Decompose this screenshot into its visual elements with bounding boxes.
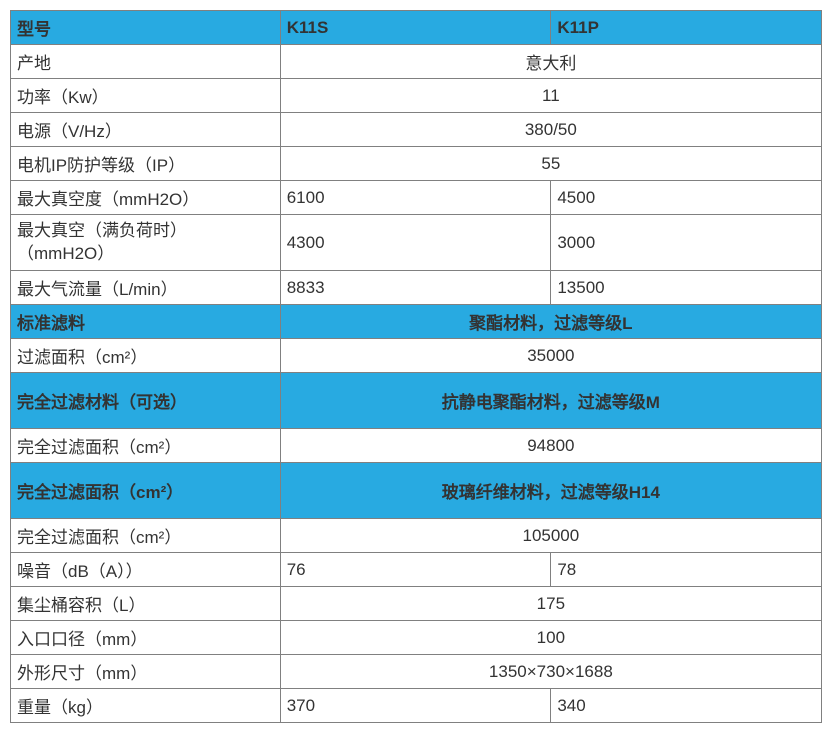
row-value: 55 — [280, 147, 821, 181]
row-value-1: 6100 — [280, 181, 551, 215]
section-label: 完全过滤材料（可选） — [11, 373, 281, 429]
row-value-2: 4500 — [551, 181, 822, 215]
spec-table: 型号 K11S K11P 产地意大利功率（Kw）11电源（V/Hz）380/50… — [10, 10, 822, 723]
row-value: 11 — [280, 79, 821, 113]
header-col1: K11S — [280, 11, 551, 45]
row-value-1: 76 — [280, 553, 551, 587]
table-row: 最大气流量（L/min）883313500 — [11, 271, 822, 305]
row-label: 最大真空（满负荷时） （mmH2O） — [11, 215, 281, 271]
table-row: 入口口径（mm）100 — [11, 621, 822, 655]
row-label: 电机IP防护等级（IP） — [11, 147, 281, 181]
table-row: 标准滤料聚酯材料，过滤等级L — [11, 305, 822, 339]
row-value: 意大利 — [280, 45, 821, 79]
row-label: 产地 — [11, 45, 281, 79]
row-label: 功率（Kw） — [11, 79, 281, 113]
row-value-2: 78 — [551, 553, 822, 587]
table-row: 过滤面积（cm²）35000 — [11, 339, 822, 373]
row-value: 35000 — [280, 339, 821, 373]
table-row: 完全过滤面积（cm²）玻璃纤维材料，过滤等级H14 — [11, 463, 822, 519]
row-label: 电源（V/Hz） — [11, 113, 281, 147]
row-value-2: 340 — [551, 689, 822, 723]
table-row: 完全过滤面积（cm²）105000 — [11, 519, 822, 553]
header-label: 型号 — [11, 11, 281, 45]
row-value-2: 3000 — [551, 215, 822, 271]
row-value: 94800 — [280, 429, 821, 463]
table-row: 最大真空度（mmH2O）61004500 — [11, 181, 822, 215]
table-row: 电源（V/Hz）380/50 — [11, 113, 822, 147]
row-value-1: 370 — [280, 689, 551, 723]
section-label: 标准滤料 — [11, 305, 281, 339]
table-row: 最大真空（满负荷时） （mmH2O） 43003000 — [11, 215, 822, 271]
row-label: 重量（kg） — [11, 689, 281, 723]
row-value: 105000 — [280, 519, 821, 553]
row-label-line1: 最大真空（满负荷时） — [17, 221, 187, 240]
table-row: 重量（kg）370340 — [11, 689, 822, 723]
row-value: 100 — [280, 621, 821, 655]
header-col2: K11P — [551, 11, 822, 45]
header-row: 型号 K11S K11P — [11, 11, 822, 45]
table-row: 噪音（dB（A））7678 — [11, 553, 822, 587]
section-value: 聚酯材料，过滤等级L — [280, 305, 821, 339]
row-label: 噪音（dB（A）） — [11, 553, 281, 587]
table-row: 完全过滤材料（可选）抗静电聚酯材料，过滤等级M — [11, 373, 822, 429]
table-row: 产地意大利 — [11, 45, 822, 79]
row-label-line2: （mmH2O） — [17, 244, 114, 263]
row-value-2: 13500 — [551, 271, 822, 305]
row-value: 380/50 — [280, 113, 821, 147]
row-value: 1350×730×1688 — [280, 655, 821, 689]
table-body: 产地意大利功率（Kw）11电源（V/Hz）380/50电机IP防护等级（IP）5… — [11, 45, 822, 723]
row-label: 集尘桶容积（L） — [11, 587, 281, 621]
row-label: 过滤面积（cm²） — [11, 339, 281, 373]
row-value-1: 4300 — [280, 215, 551, 271]
table-row: 集尘桶容积（L）175 — [11, 587, 822, 621]
section-value: 抗静电聚酯材料，过滤等级M — [280, 373, 821, 429]
table-row: 完全过滤面积（cm²）94800 — [11, 429, 822, 463]
row-label: 最大真空度（mmH2O） — [11, 181, 281, 215]
section-label: 完全过滤面积（cm²） — [11, 463, 281, 519]
table-row: 功率（Kw）11 — [11, 79, 822, 113]
row-label: 完全过滤面积（cm²） — [11, 519, 281, 553]
row-value: 175 — [280, 587, 821, 621]
row-value-1: 8833 — [280, 271, 551, 305]
table-row: 电机IP防护等级（IP）55 — [11, 147, 822, 181]
table-row: 外形尺寸（mm）1350×730×1688 — [11, 655, 822, 689]
row-label: 入口口径（mm） — [11, 621, 281, 655]
row-label: 完全过滤面积（cm²） — [11, 429, 281, 463]
row-label: 外形尺寸（mm） — [11, 655, 281, 689]
section-value: 玻璃纤维材料，过滤等级H14 — [280, 463, 821, 519]
row-label: 最大气流量（L/min） — [11, 271, 281, 305]
